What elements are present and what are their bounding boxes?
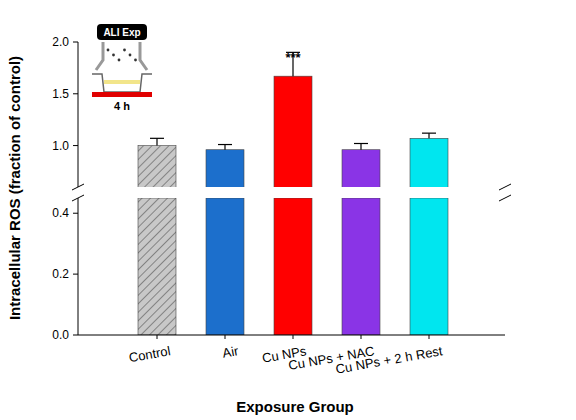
y-axis-lower [78,198,79,335]
bar-lower [206,198,244,335]
bar-lower [410,198,448,335]
y-axis-title: Intracellular ROS (fraction of control) [6,56,23,320]
axis-break [499,195,511,201]
y-axis-upper [78,42,79,187]
inset-particle [129,54,132,57]
axis-break [499,184,511,190]
bar-upper [274,76,312,187]
inset-particle [134,59,137,62]
inset-particle [107,49,110,52]
bar-lower [138,198,176,335]
y-tick [73,145,78,146]
bars-lower [138,198,448,335]
inset-particle [112,54,115,57]
x-tick [293,335,294,339]
error-bar [354,144,368,150]
inset-particle [118,59,121,62]
error-bar [422,133,436,138]
y-tick-label: 2.0 [52,35,69,49]
significance: *** [285,50,301,65]
inset-time: 4 h [114,100,130,112]
y-tick [73,274,78,275]
error-bar [150,138,164,145]
x-tick [361,335,362,339]
bar-upper [206,150,244,187]
x-axis-title: Exposure Group [236,398,354,415]
inset-icon: ALI Exp 4 h [92,24,152,112]
error-bar [218,145,232,150]
x-tick [157,335,158,339]
y-tick [73,93,78,94]
y-tick [73,213,78,214]
inset-cells [104,80,140,84]
x-axis [78,335,505,336]
y-tick-label: 1.5 [52,87,69,101]
bar-upper [410,138,448,187]
bar-lower [274,198,312,335]
bars-upper [138,52,448,187]
y-tick-label: 0.2 [52,267,69,281]
y-tick-label: 0.0 [52,328,69,342]
bar-upper [342,150,380,187]
x-tick-label: Cu NPs + 2 h Rest [335,343,444,377]
y-tick-label: 0.4 [52,206,69,220]
x-tick-label: Air [221,343,240,361]
inset-well [92,74,152,92]
chart-root: 0.00.20.41.01.52.0ControlAirCu NPsCu NPs… [0,0,576,420]
bar-upper [138,146,176,187]
chart-svg: 0.00.20.41.01.52.0ControlAirCu NPsCu NPs… [0,0,576,420]
inset-label: ALI Exp [103,27,140,38]
y-tick-label: 1.0 [52,139,69,153]
axis-break [72,184,84,190]
y-tick [73,335,78,336]
axis-break [72,195,84,201]
y-tick [73,42,78,43]
x-tick [225,335,226,339]
x-tick [429,335,430,339]
inset-particle [123,49,126,52]
inset-box [97,24,147,40]
x-tick-label: Control [128,343,172,365]
inset-funnel [96,42,147,70]
bar-lower [342,198,380,335]
inset-plate [92,92,152,97]
